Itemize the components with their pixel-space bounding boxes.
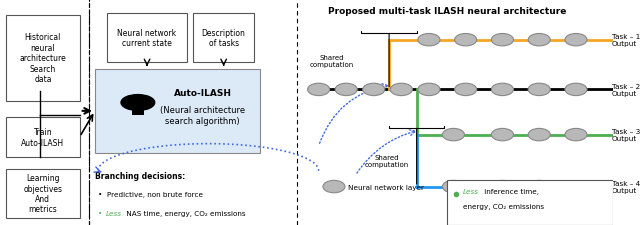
Text: Auto-ILASH: Auto-ILASH	[173, 89, 232, 98]
Ellipse shape	[323, 180, 345, 193]
Text: Train
Auto-ILASH: Train Auto-ILASH	[21, 128, 65, 147]
Text: NAS time, energy, CO₂ emissions: NAS time, energy, CO₂ emissions	[124, 210, 246, 216]
Ellipse shape	[528, 129, 550, 141]
Ellipse shape	[528, 84, 550, 96]
Ellipse shape	[528, 34, 550, 47]
Ellipse shape	[492, 34, 513, 47]
Text: (Neural architecture
search algorithm): (Neural architecture search algorithm)	[160, 106, 245, 125]
Text: Less: Less	[106, 210, 122, 216]
Ellipse shape	[363, 84, 385, 96]
Text: Task – 4
Output: Task – 4 Output	[611, 180, 640, 193]
Text: Neural network
current state: Neural network current state	[118, 29, 177, 48]
FancyBboxPatch shape	[6, 169, 79, 218]
Ellipse shape	[418, 84, 440, 96]
Ellipse shape	[492, 129, 513, 141]
Text: Task – 1
Output: Task – 1 Output	[611, 34, 640, 47]
Ellipse shape	[442, 129, 465, 141]
Ellipse shape	[565, 34, 587, 47]
FancyBboxPatch shape	[108, 14, 187, 63]
FancyBboxPatch shape	[132, 110, 144, 115]
FancyBboxPatch shape	[95, 70, 260, 153]
Text: •  Predictive, non brute force: • Predictive, non brute force	[98, 191, 203, 197]
Ellipse shape	[418, 34, 440, 47]
Ellipse shape	[308, 84, 330, 96]
Text: Task – 2
Output: Task – 2 Output	[611, 83, 640, 97]
Ellipse shape	[492, 180, 513, 193]
Ellipse shape	[442, 180, 465, 193]
Text: Proposed multi-task ILASH neural architecture: Proposed multi-task ILASH neural archite…	[328, 7, 566, 16]
FancyBboxPatch shape	[193, 14, 254, 63]
Text: Task – 3
Output: Task – 3 Output	[611, 128, 640, 142]
Text: •: •	[98, 210, 105, 216]
Text: Historical
neural
architecture
Search
data: Historical neural architecture Search da…	[19, 33, 67, 84]
Ellipse shape	[390, 84, 412, 96]
Ellipse shape	[492, 84, 513, 96]
Ellipse shape	[121, 95, 155, 111]
Ellipse shape	[335, 84, 357, 96]
Ellipse shape	[454, 84, 477, 96]
Text: Neural network layer: Neural network layer	[348, 184, 424, 190]
Text: Shared
computation: Shared computation	[309, 54, 354, 67]
Text: Less: Less	[463, 188, 479, 194]
FancyBboxPatch shape	[6, 16, 79, 101]
Text: Description
of tasks: Description of tasks	[202, 29, 246, 48]
Text: Branching decisions:: Branching decisions:	[95, 171, 185, 180]
FancyBboxPatch shape	[6, 117, 79, 158]
FancyBboxPatch shape	[447, 180, 612, 225]
Ellipse shape	[565, 129, 587, 141]
Text: Learning
objectives
And
metrics: Learning objectives And metrics	[24, 173, 62, 214]
Ellipse shape	[454, 34, 477, 47]
Text: inference time,: inference time,	[482, 188, 540, 194]
Ellipse shape	[528, 180, 550, 193]
Ellipse shape	[565, 84, 587, 96]
Text: energy, CO₂ emissions: energy, CO₂ emissions	[463, 203, 544, 209]
Text: Shared
computation: Shared computation	[365, 154, 409, 167]
